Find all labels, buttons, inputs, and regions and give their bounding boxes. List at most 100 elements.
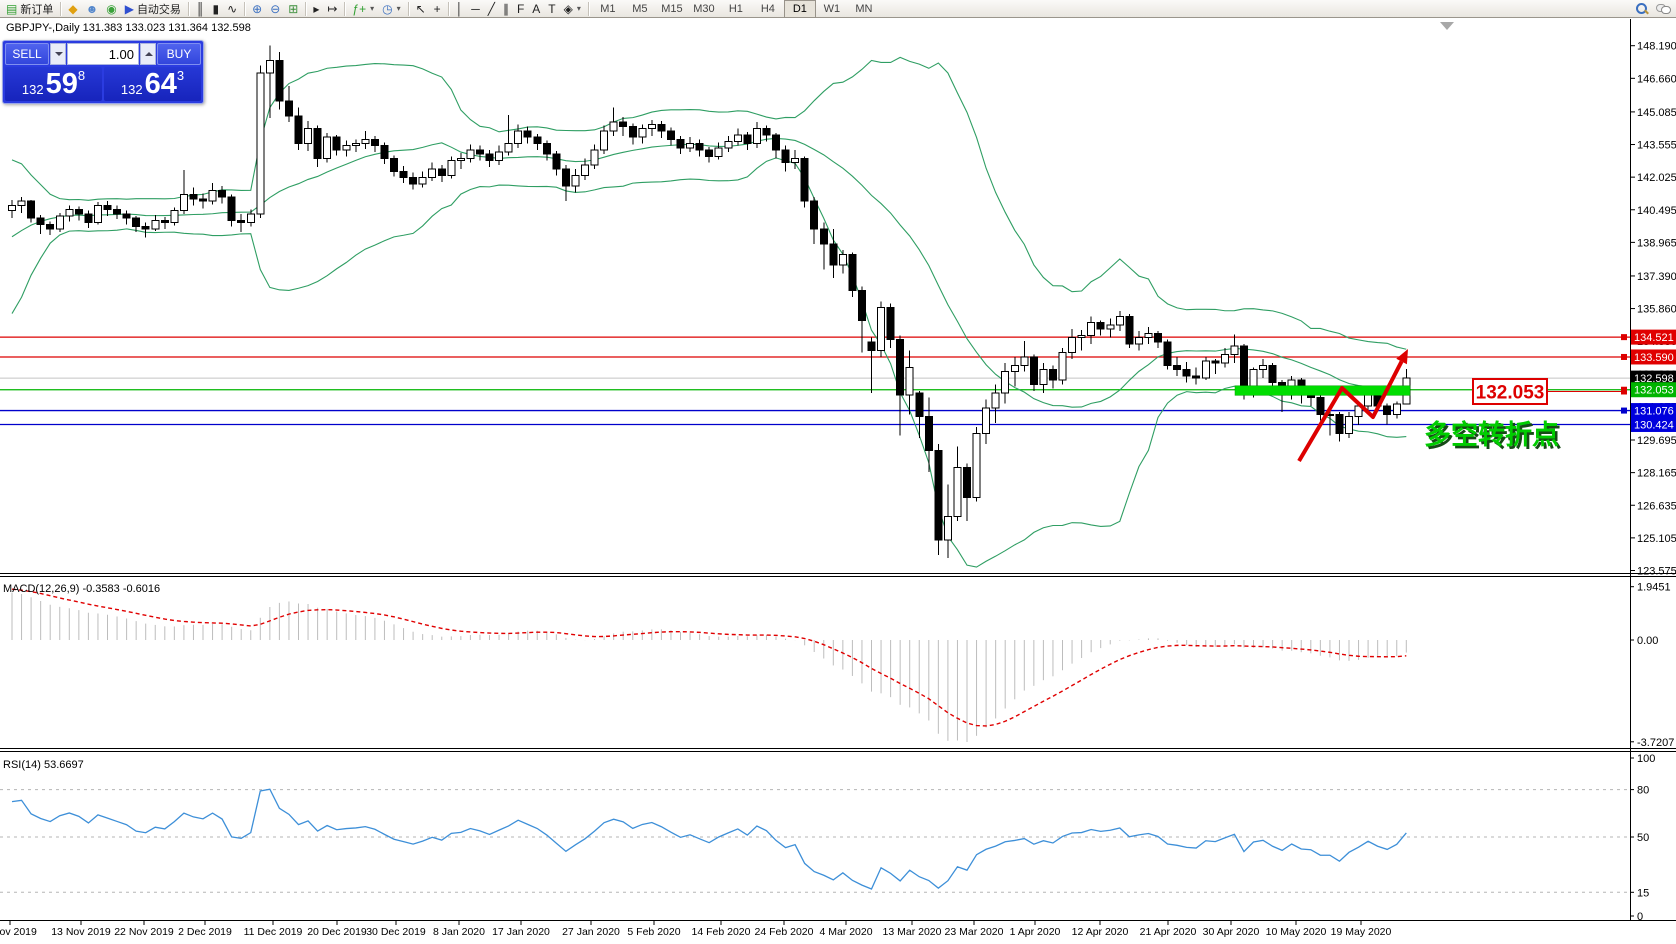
candlestick-chart-button[interactable]: ▮ xyxy=(208,0,223,18)
horizontal-line-button[interactable]: ─ xyxy=(467,0,484,18)
zoom-in-icon: ⊕ xyxy=(252,1,263,16)
candle xyxy=(552,151,561,176)
market-button[interactable]: ◆ xyxy=(64,0,81,18)
shapes-button[interactable]: ◈ ▾ xyxy=(560,0,585,18)
price-tick-label: 142.025 xyxy=(1637,172,1676,184)
chart-shift-icon: ↦ xyxy=(327,1,338,16)
chart-shift-marker[interactable] xyxy=(1440,22,1454,30)
volume-input[interactable] xyxy=(67,43,139,65)
autotrading-button[interactable]: ▶ 自动交易 xyxy=(121,0,185,18)
candle xyxy=(514,124,523,148)
candle xyxy=(160,217,169,229)
time-axis-label: 24 Feb 2020 xyxy=(755,926,814,938)
tf-button-H1[interactable]: H1 xyxy=(728,2,743,15)
new-order-button[interactable]: ▤ 新订单 xyxy=(2,0,57,18)
community-button[interactable]: ☻ xyxy=(82,0,103,18)
trendline-icon: ╱ xyxy=(487,1,495,16)
volume-decrease-button[interactable] xyxy=(50,43,66,65)
price-scale[interactable]: 148.190 146.660 145.085 143.555 142.025 140.4… xyxy=(1630,19,1676,920)
candle xyxy=(46,221,55,236)
tf-button-D1[interactable]: D1 xyxy=(783,0,816,18)
tf-button-W1[interactable]: W1 xyxy=(823,2,841,15)
sell-button[interactable]: SELL xyxy=(5,43,49,65)
candle xyxy=(561,164,570,202)
candle xyxy=(1134,331,1143,351)
tf-button-M5[interactable]: M5 xyxy=(632,2,648,15)
candle xyxy=(332,135,341,156)
support-zone-rect[interactable] xyxy=(1234,385,1411,396)
signals-button[interactable]: ◉ xyxy=(102,0,120,18)
svg-text:133.590: 133.590 xyxy=(1634,352,1674,364)
line-anchor[interactable] xyxy=(1621,353,1627,360)
candle xyxy=(982,399,991,445)
macd-pane xyxy=(11,588,1407,742)
toolbar-separator xyxy=(187,1,189,16)
chart-symbol-ohlc: GBPJPY-,Daily 131.383 133.023 131.364 13… xyxy=(6,22,251,34)
candle xyxy=(1182,362,1191,383)
text-button[interactable]: A xyxy=(528,0,544,18)
candle xyxy=(1001,363,1010,404)
tf-button-M15[interactable]: M15 xyxy=(661,2,683,15)
candle xyxy=(686,137,695,153)
tf-button-MN[interactable]: MN xyxy=(855,2,873,15)
chat-icon xyxy=(1656,3,1671,14)
shapes-icon: ◈ xyxy=(563,1,573,16)
candle xyxy=(943,484,952,559)
price-callout[interactable]: 132.053 xyxy=(1472,378,1627,405)
candle xyxy=(256,65,265,219)
zoom-in-button[interactable]: ⊕ xyxy=(248,0,266,18)
price-marker-132.053: 132.053 xyxy=(1631,382,1676,398)
zoom-out-button[interactable]: ⊖ xyxy=(266,0,284,18)
side-note-text: 多空转折点 xyxy=(1424,419,1559,450)
horizontal-line-objects[interactable] xyxy=(0,336,1630,426)
search-button[interactable] xyxy=(1632,0,1652,18)
indicators-button[interactable]: ƒ+ ▾ xyxy=(348,0,378,18)
macd-scale-label: 0.00 xyxy=(1637,635,1658,647)
tile-windows-button[interactable]: ⊞ xyxy=(284,0,302,18)
label-button[interactable]: T xyxy=(544,0,559,18)
vertical-line-button[interactable]: │ xyxy=(452,0,468,18)
volume-increase-button[interactable] xyxy=(140,43,156,65)
tf-button-M1[interactable]: M1 xyxy=(600,2,616,15)
line-anchor[interactable] xyxy=(1621,407,1627,414)
buy-button[interactable]: BUY xyxy=(157,43,201,65)
line-anchor[interactable] xyxy=(1621,334,1627,341)
buy-price-button[interactable]: 132 64 3 xyxy=(104,67,201,101)
candle xyxy=(657,121,666,139)
candle xyxy=(103,201,112,217)
fibonacci-icon: F xyxy=(516,1,525,16)
sell-price-button[interactable]: 132 59 8 xyxy=(5,67,102,101)
time-axis-label: 30 Dec 2019 xyxy=(366,926,426,938)
horizontal-line-icon: ─ xyxy=(471,1,480,16)
trend-arrow[interactable] xyxy=(1297,349,1408,463)
bar-chart-button[interactable]: ║ xyxy=(192,0,209,18)
price-marker-131.076: 131.076 xyxy=(1631,403,1676,419)
line-anchor[interactable] xyxy=(1621,386,1627,393)
candle xyxy=(495,145,504,165)
macd-scale-label: -3.7207 xyxy=(1637,737,1674,749)
main-toolbar: ▤ 新订单 ◆ ☻ ◉ ▶ 自动交易 ║ ▮ ∿ ⊕ ⊖ ⊞ ▸ ↦ ƒ+ ▾ ◷ ▾ ↖ + │ ─ ╱ ∥ F A T ◈ ▾ M1 M5… xyxy=(0,0,1676,18)
line-chart-button[interactable]: ∿ xyxy=(223,0,241,18)
trendline-button[interactable]: ╱ xyxy=(484,0,499,18)
crosshair-button[interactable]: + xyxy=(430,0,445,18)
channel-button[interactable]: ∥ xyxy=(499,0,513,18)
chat-button[interactable] xyxy=(1652,0,1674,18)
auto-scroll-button[interactable]: ▸ xyxy=(309,0,323,18)
price-tick-label: 128.165 xyxy=(1637,468,1676,480)
tf-button-H4[interactable]: H4 xyxy=(760,2,775,15)
price-marker-133.590: 133.590 xyxy=(1631,349,1676,365)
fibonacci-button[interactable]: F xyxy=(513,0,528,18)
cursor-button[interactable]: ↖ xyxy=(412,0,430,18)
tf-button-M30[interactable]: M30 xyxy=(693,2,715,15)
candle xyxy=(838,250,847,274)
price-tick-label: 138.965 xyxy=(1637,237,1676,249)
candle xyxy=(93,202,102,225)
periods-button[interactable]: ◷ ▾ xyxy=(378,0,405,18)
candle xyxy=(819,222,828,270)
candle xyxy=(1345,412,1353,438)
cursor-icon: ↖ xyxy=(415,1,426,16)
market-icon: ◆ xyxy=(68,1,78,16)
chart-shift-button[interactable]: ↦ xyxy=(323,0,341,18)
